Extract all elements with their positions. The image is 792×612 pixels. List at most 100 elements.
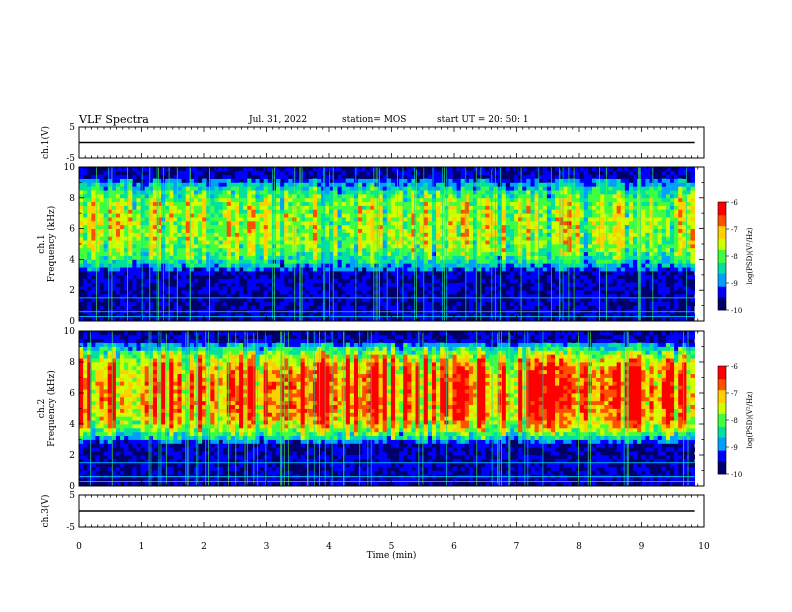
spectrogram-cell: [325, 313, 330, 318]
spectrogram-cell: [579, 240, 585, 245]
spectrogram-cell: [140, 201, 146, 206]
spectrogram-cell: [341, 190, 347, 195]
spectrogram-cell: [509, 193, 515, 199]
spectrogram-cell: [312, 294, 318, 299]
spectrogram-cell: [600, 197, 605, 203]
spectrogram-cell: [226, 294, 232, 299]
spectrogram-cell: [550, 278, 556, 283]
spectrogram-cell: [243, 170, 248, 176]
spectrogram-cell: [99, 255, 105, 260]
spectrogram-cell: [165, 193, 170, 199]
spectrogram-cell: [136, 313, 141, 318]
spectrogram-cell: [329, 251, 334, 256]
spectrogram-cell: [111, 217, 117, 222]
spectrogram-cell: [583, 224, 589, 229]
spectrogram-cell: [542, 244, 548, 249]
spectrogram-cell: [505, 197, 511, 203]
spectrogram-cell: [144, 182, 150, 187]
spectrogram-cell: [103, 232, 109, 237]
spectrogram-cell: [185, 220, 191, 226]
spectrogram-cell: [485, 286, 490, 291]
spectrogram-cell: [399, 244, 404, 249]
spectrogram-cell: [436, 240, 441, 245]
spectrogram-cell: [473, 182, 478, 187]
spectrogram-cell: [251, 259, 256, 264]
spectrogram-cell: [559, 263, 564, 268]
spectrogram-cell: [152, 220, 158, 226]
spectrogram-cell: [612, 217, 618, 222]
spectrogram-cell: [419, 213, 425, 218]
spectrogram-cell: [473, 290, 478, 295]
spectrogram-cell: [222, 209, 228, 214]
spectrogram-cell: [177, 247, 182, 253]
spectrogram-cell: [378, 170, 384, 176]
spectrogram-cell: [509, 205, 515, 210]
spectrogram-cell: [251, 255, 256, 260]
spectrogram-cell: [407, 247, 412, 253]
spectrogram-cell: [165, 205, 170, 210]
spectrogram-cell: [132, 228, 137, 233]
spectrogram-cell: [91, 301, 96, 306]
spectrogram-cell: [559, 178, 564, 183]
spectrogram-cell: [156, 270, 162, 276]
spectrogram-cell: [456, 167, 462, 172]
spectrogram-cell: [288, 167, 293, 172]
spectrogram-cell: [214, 305, 219, 310]
spectrogram-cell: [128, 286, 133, 291]
spectrogram-cell: [366, 244, 371, 249]
spectrogram-cell: [436, 167, 441, 172]
spectrogram-cell: [608, 247, 613, 253]
spectrogram-cell: [481, 297, 486, 303]
spectrogram-cell: [259, 170, 265, 176]
spectrogram-cell: [247, 263, 252, 268]
spectrogram-cell: [456, 205, 462, 210]
spectrogram-cell: [386, 209, 392, 214]
spectrogram-cell: [349, 305, 355, 310]
spectrogram-cell: [136, 274, 141, 280]
spectrogram-cell: [456, 228, 462, 233]
spectrogram-cell: [226, 236, 232, 241]
spectrogram-cell: [587, 251, 593, 256]
spectrogram-cell: [140, 274, 146, 280]
spectrogram-cell: [304, 217, 310, 222]
spectrogram-cell: [608, 274, 613, 280]
spectrogram-cell: [358, 205, 363, 210]
spectrogram-cell: [592, 224, 597, 229]
spectrogram-cell: [555, 182, 560, 187]
spectrogram-cell: [304, 255, 310, 260]
spectrogram-cell: [436, 182, 441, 187]
spectrogram-cell: [136, 182, 141, 187]
spectrogram-cell: [349, 244, 355, 249]
spectrogram-cell: [468, 282, 474, 287]
spectrogram-cell: [337, 186, 343, 191]
spectrogram-cell: [99, 301, 105, 306]
spectrogram-cell: [448, 190, 453, 195]
spectrogram-cell: [538, 255, 544, 260]
spectrogram-cell: [124, 274, 129, 280]
spectrogram-cell: [538, 205, 544, 210]
spectrogram-cell: [91, 286, 96, 291]
spectrogram-cell: [616, 220, 622, 226]
spectrogram-cell: [399, 217, 404, 222]
spectrogram-cell: [501, 305, 507, 310]
spectrogram-cell: [542, 193, 548, 199]
spectrogram-cell: [103, 267, 109, 272]
spectrogram-cell: [415, 297, 421, 303]
spectrogram-cell: [481, 170, 486, 176]
spectrogram-cell: [542, 201, 548, 206]
spectrogram-cell: [276, 167, 281, 172]
spectrogram-cell: [312, 278, 318, 283]
spectrogram-cell: [612, 220, 618, 226]
spectrogram-cell: [431, 274, 437, 280]
spectrogram-cell: [522, 167, 527, 172]
spectrogram-cell: [427, 224, 433, 229]
spectrogram-cell: [226, 170, 232, 176]
spectrogram-cell: [120, 251, 125, 256]
spectrogram-cell: [99, 178, 105, 183]
spectrogram-cell: [259, 193, 265, 199]
spectrogram-cell: [177, 240, 182, 245]
spectrogram-cell: [156, 259, 162, 264]
spectrogram-cell: [226, 247, 232, 253]
spectrogram-cell: [103, 205, 109, 210]
spectrogram-cell: [559, 220, 564, 226]
